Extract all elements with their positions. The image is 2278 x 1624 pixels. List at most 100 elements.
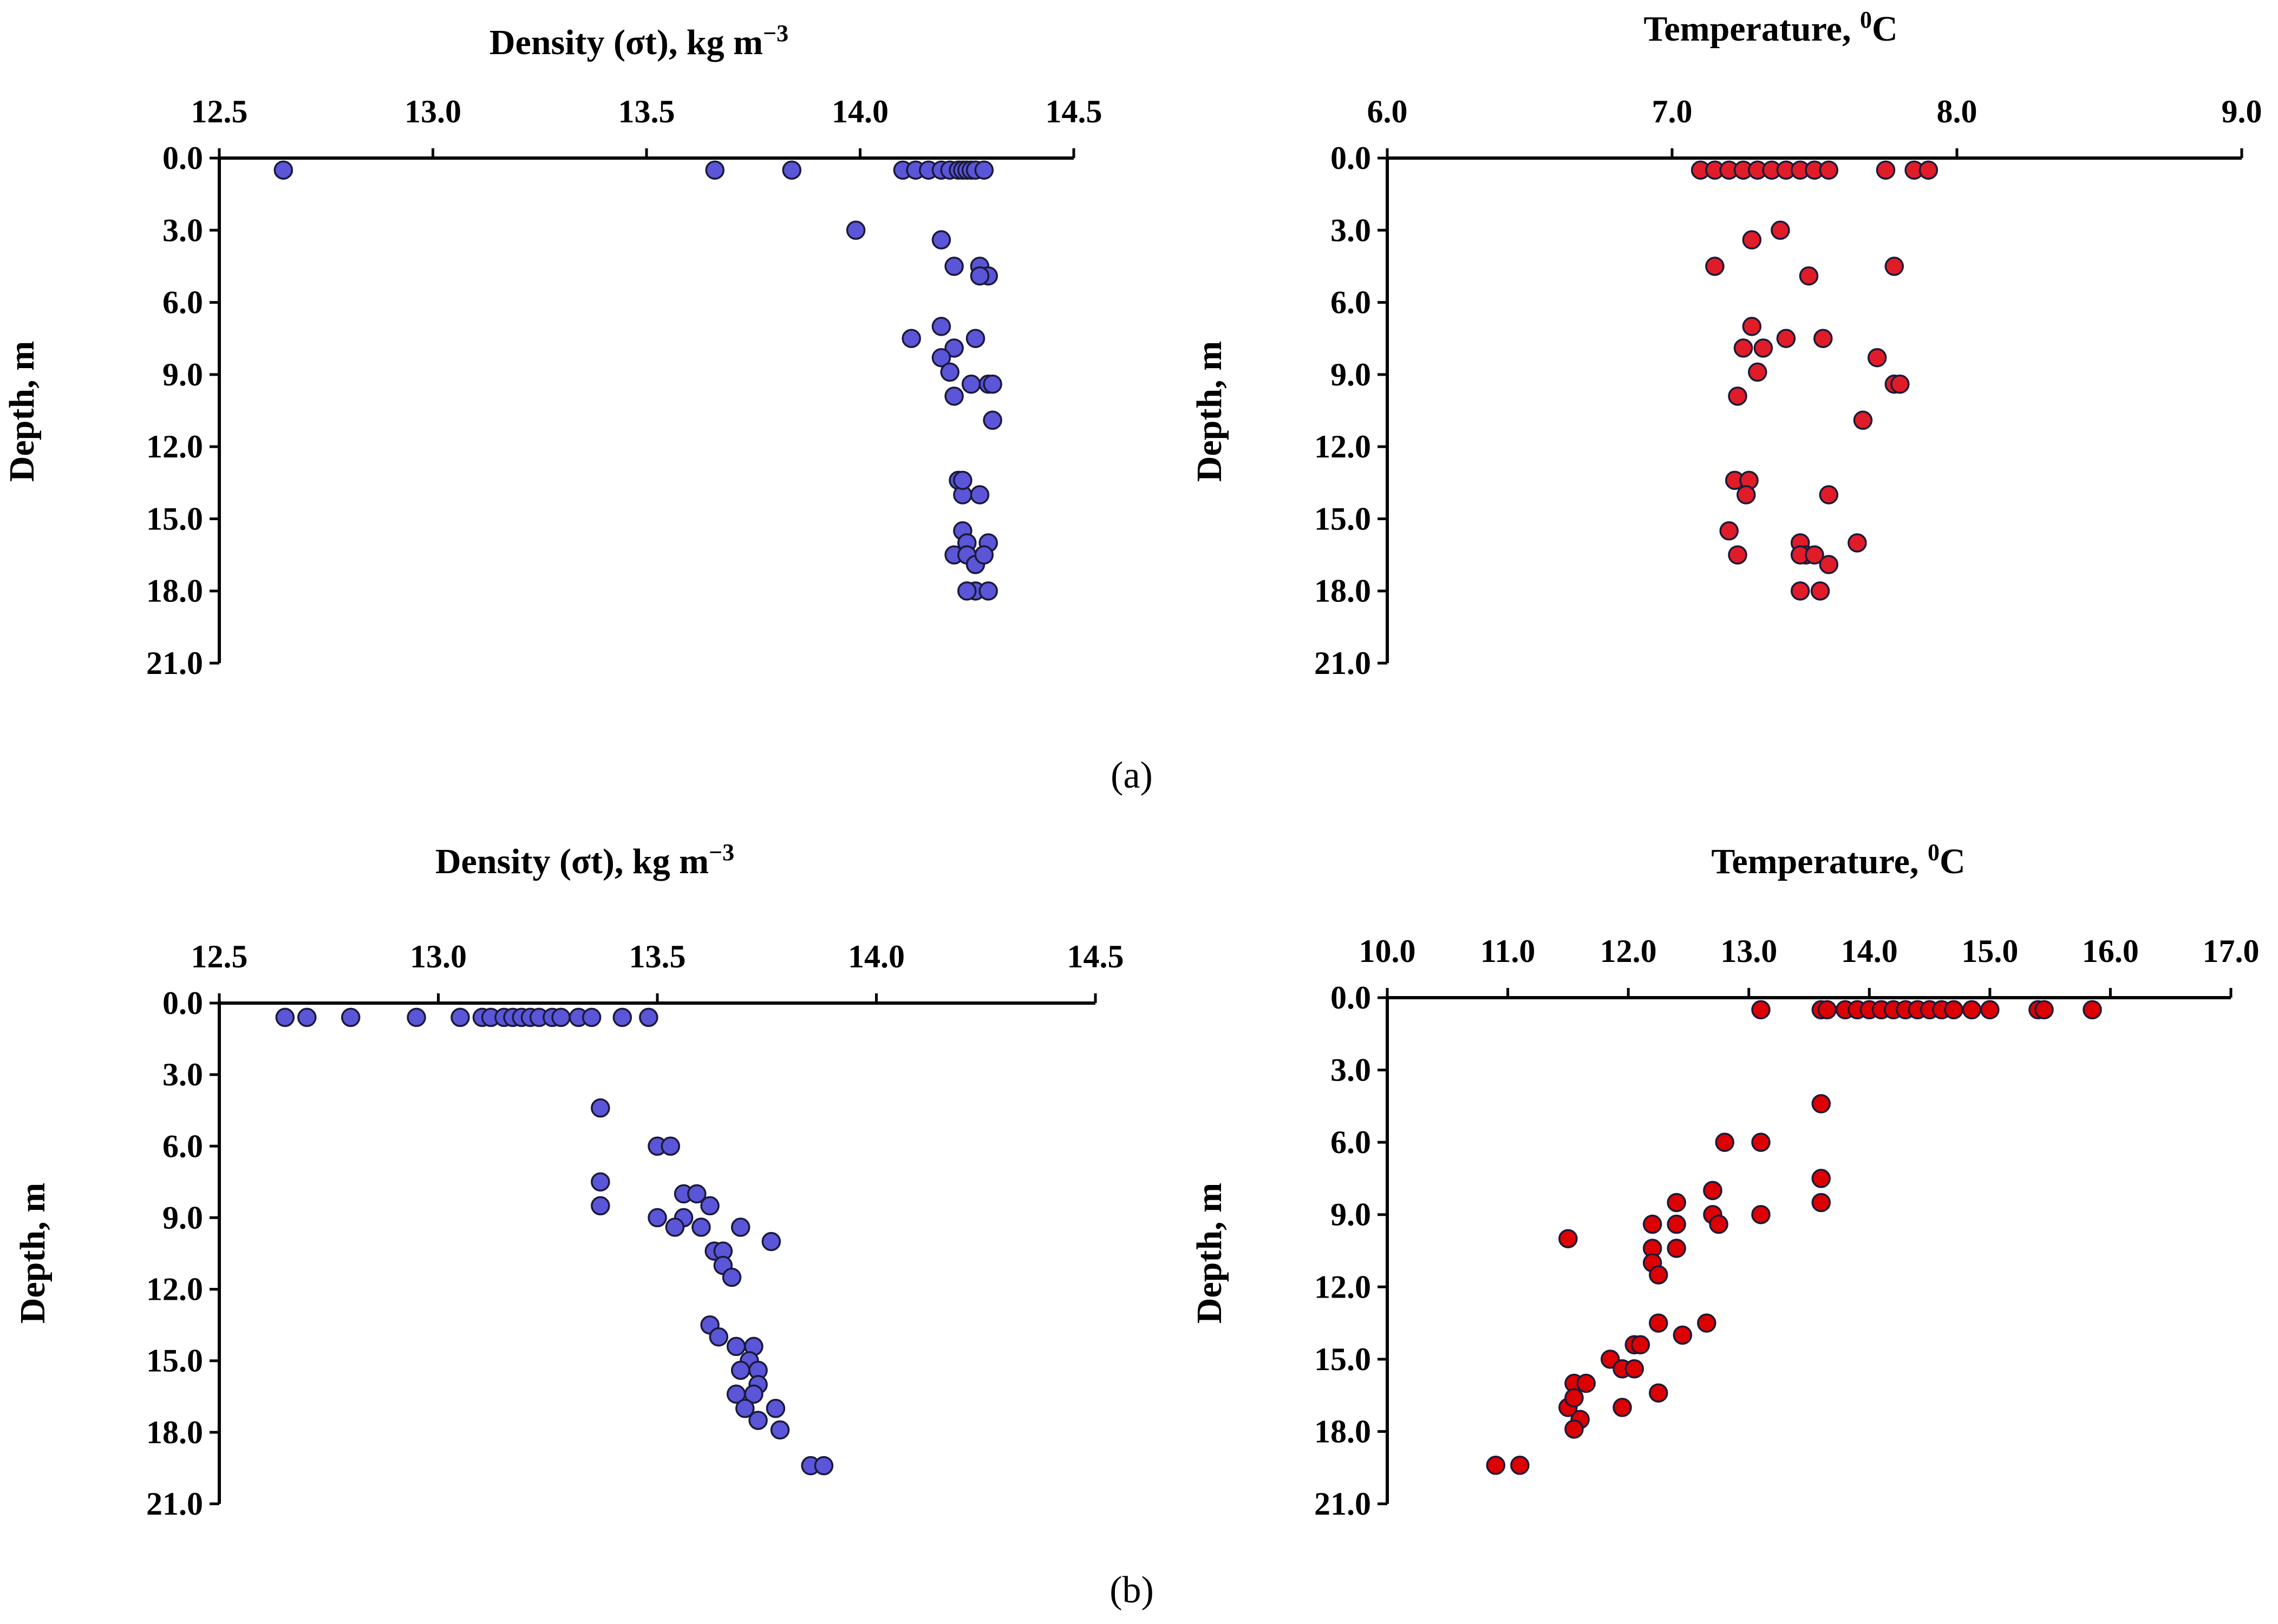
x-tick-label: 13.5 [618,94,675,129]
data-point [944,338,964,358]
data-point [761,1232,781,1252]
data-point [1649,1265,1668,1285]
y-tick-label: 6.0 [1330,285,1371,320]
data-point [591,1098,610,1118]
data-point [726,1337,746,1357]
data-point [735,1399,755,1418]
x-tick-label: 12.5 [191,94,248,129]
data-point [957,581,977,601]
chart-title: Density (σt), kg m−3 [435,839,734,881]
data-point [341,1007,361,1027]
data-point [1742,230,1762,250]
data-point [700,1196,720,1216]
data-point [940,362,959,382]
panel-label-b: (b) [1109,1569,1154,1611]
data-point [648,1208,667,1228]
data-point [1486,1456,1506,1475]
data-point [1751,1132,1771,1152]
y-tick-label: 18.0 [1314,1413,1371,1449]
data-point [1776,329,1796,348]
data-point [1719,521,1739,541]
data-point [814,1456,834,1476]
x-tick-label: 12.0 [1600,933,1657,969]
data-point [1813,329,1833,348]
x-tick-label: 14.0 [832,94,889,129]
y-tick-label: 18.0 [146,1415,203,1450]
y-tick-label: 21.0 [146,645,203,681]
data-point [1564,1419,1584,1439]
data-point [1728,387,1747,406]
data-point [687,1184,707,1204]
chart-title: Density (σt), kg m−3 [489,20,788,62]
x-tick-label: 6.0 [1367,94,1408,129]
data-point [766,1399,786,1418]
y-tick-label: 0.0 [162,985,203,1021]
data-point [1630,1335,1650,1354]
x-tick-label: 15.0 [1961,933,2018,969]
data-point [1980,1000,2000,1020]
data-point [1728,545,1747,565]
data-point [983,410,1002,430]
data-point [944,257,964,276]
data-point [1642,1214,1662,1234]
data-point [691,1217,711,1237]
data-point [961,374,981,394]
data-point [1510,1456,1530,1475]
data-point [1771,220,1790,240]
data-point [931,230,951,250]
data-point [1748,362,1767,382]
data-point [1962,1000,1982,1020]
data-point [1697,1313,1716,1333]
y-tick-label: 15.0 [146,501,203,536]
panel-label-a: (a) [1111,755,1153,796]
x-tick-label: 14.5 [1046,94,1102,129]
data-point [1751,1204,1771,1224]
data-point [1733,338,1753,358]
data-point [1564,1388,1584,1407]
data-point [1876,160,1896,180]
chart-a-density: Density (σt), kg m−3 Depth, m 12.5 13.0 13.5… [2,20,1102,681]
chart-a-temperature: Temperature, 0C Depth, m 6.0 7.0 8.0 9.0 0.0 3.… [1190,6,2262,681]
x-tick-label: 13.0 [404,94,461,129]
data-point [551,1007,571,1027]
data-point [1810,581,1830,601]
data-point [1848,533,1867,553]
data-point [770,1420,790,1440]
data-point [1819,485,1839,505]
x-tick-label: 13.0 [410,939,467,974]
data-point [1819,555,1839,574]
y-axis-label: Depth, m [1190,341,1229,482]
y-tick-label: 3.0 [162,212,203,248]
data-point [1709,1214,1728,1234]
y-tick-label: 3.0 [1330,1052,1371,1088]
data-point [451,1007,470,1027]
data-point [1751,1000,1771,1020]
data-point [1624,1359,1644,1379]
x-tick-label: 11.0 [1480,933,1536,969]
data-point [1944,1000,1963,1020]
y-tick-label: 18.0 [146,573,203,609]
x-tick-label: 14.5 [1067,939,1124,974]
data-point [1811,1169,1831,1188]
y-tick-label: 15.0 [1314,1341,1371,1377]
y-tick-label: 9.0 [1330,1197,1371,1233]
data-point [1737,485,1756,505]
data-point [902,329,921,348]
data-point [273,160,293,180]
y-tick-label: 21.0 [1314,645,1371,681]
y-axis-label: Depth, m [13,1183,53,1324]
data-point [1805,545,1824,565]
y-tick-label: 21.0 [1314,1486,1371,1522]
y-tick-label: 12.0 [146,429,203,464]
x-tick-label: 10.0 [1359,933,1416,969]
data-point [978,581,998,601]
y-tick-label: 18.0 [1314,573,1371,609]
data-point [1705,257,1725,276]
data-point [1811,1193,1831,1213]
data-point [275,1007,295,1027]
data-point [705,160,724,180]
y-tick-label: 9.0 [162,1200,203,1235]
data-point [983,374,1002,394]
data-point [297,1007,317,1027]
data-point [1853,410,1873,430]
